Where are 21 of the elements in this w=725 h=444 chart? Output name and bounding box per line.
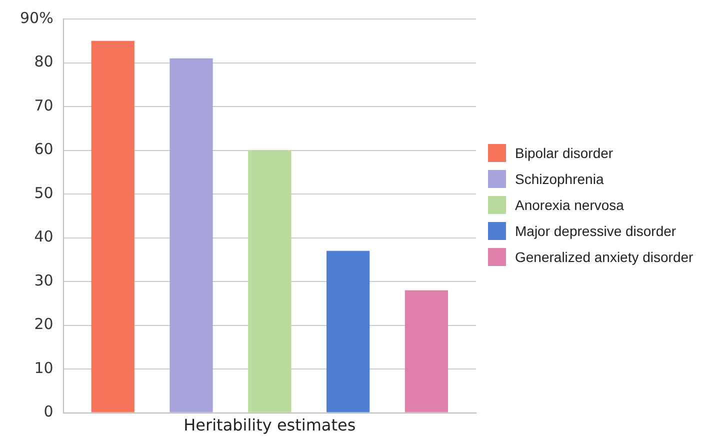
y-tick-label: 70 (34, 96, 54, 114)
legend-label: Major depressive disorder (515, 223, 676, 239)
y-tick-label: 50 (34, 184, 54, 202)
y-tick-label: 40 (34, 228, 54, 246)
bar (170, 58, 213, 412)
x-axis-title: Heritability estimates (184, 416, 356, 435)
bar (326, 250, 370, 412)
y-tick-label: 90% (20, 8, 54, 27)
bar (248, 150, 292, 412)
y-tick-label: 30 (34, 271, 54, 290)
y-tick-label: 0 (44, 402, 54, 421)
legend-label: Bipolar disorder (515, 145, 614, 161)
y-tick-label: 20 (34, 315, 54, 334)
y-tick-label: 60 (34, 140, 54, 158)
bar (404, 290, 448, 412)
legend-label: Generalized anxiety disorder (515, 249, 694, 265)
y-tick-label: 10 (34, 358, 54, 377)
legend-label: Schizophrenia (515, 171, 604, 187)
bar (91, 40, 134, 412)
y-tick-label: 80 (34, 52, 54, 71)
legend-label: Anorexia nervosa (515, 197, 624, 213)
